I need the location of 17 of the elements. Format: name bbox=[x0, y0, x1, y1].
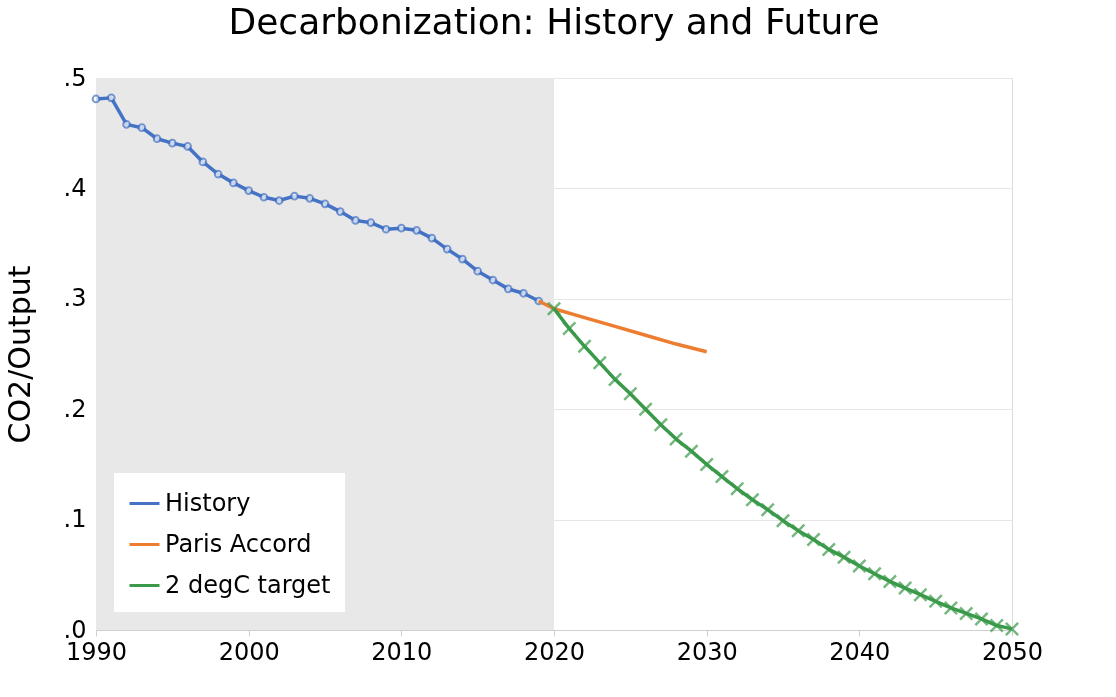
x-tick-label: 2020 bbox=[523, 637, 586, 666]
chart-title: Decarbonization: History and Future bbox=[228, 1, 880, 42]
x-tick-label: 2050 bbox=[981, 637, 1044, 666]
x-tick-label: 2010 bbox=[371, 637, 433, 666]
y-tick-label: .5 bbox=[63, 63, 87, 92]
legend-label: 2 degC target bbox=[165, 570, 331, 599]
legend-label: History bbox=[165, 488, 251, 517]
y-tick-label: .1 bbox=[63, 505, 87, 534]
y-axis-title: CO2/Output bbox=[1, 265, 37, 444]
legend-label: Paris Accord bbox=[165, 529, 312, 558]
x-tick-label: 2030 bbox=[676, 637, 738, 666]
y-tick-label: .2 bbox=[63, 394, 87, 423]
x-tick-label: 2040 bbox=[829, 637, 891, 666]
x-tick-label: 1990 bbox=[65, 637, 128, 666]
y-tick-label: .4 bbox=[63, 173, 87, 202]
y-tick-label: .3 bbox=[63, 284, 87, 313]
x-tick-label: 2000 bbox=[218, 637, 280, 666]
